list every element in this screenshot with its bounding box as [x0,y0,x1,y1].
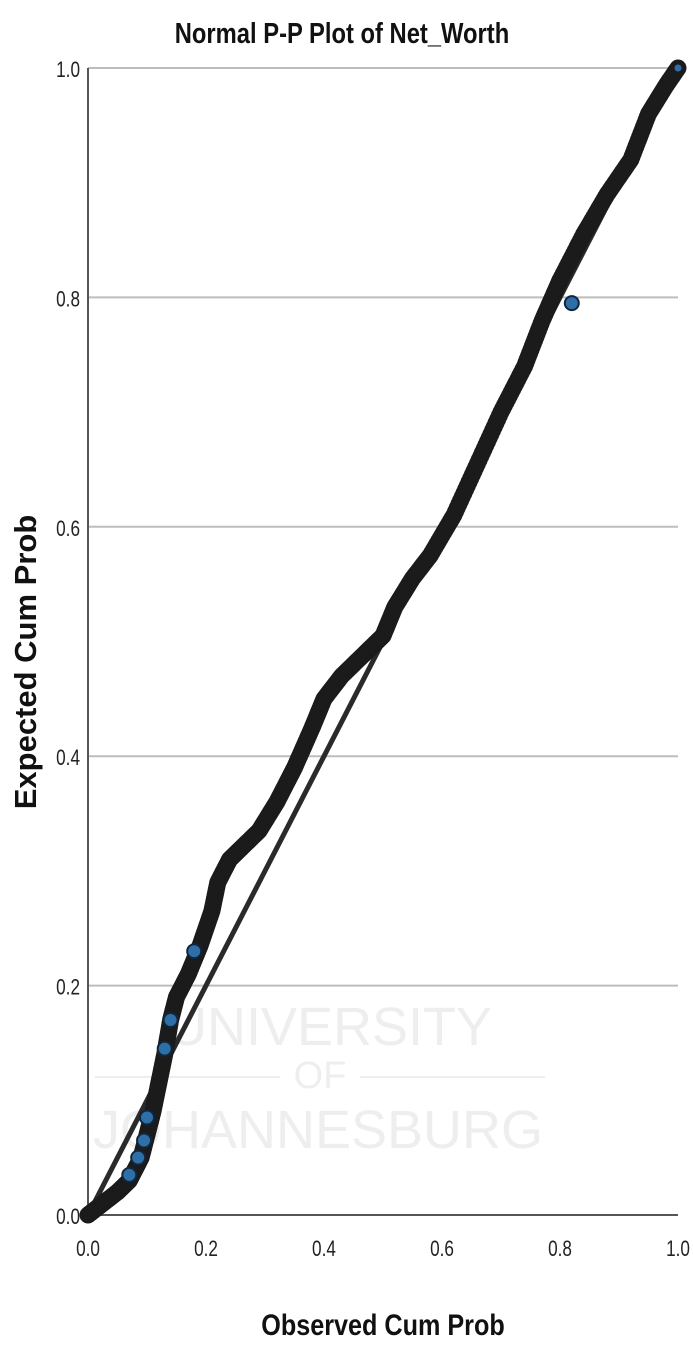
data-point-highlight [136,1132,153,1149]
x-tick-label: 0.4 [312,1237,336,1262]
y-tick-label: 1.0 [56,58,80,83]
data-point [669,59,687,77]
y-tick-label: 0.0 [56,1205,80,1230]
x-tick-label: 1.0 [666,1237,690,1262]
watermark-line-1: UNIVERSITY [168,997,492,1057]
data-point-highlight [162,1012,179,1029]
watermark-line-2: OF [294,1055,347,1097]
x-tick-label: 0.2 [194,1237,218,1262]
y-tick-label: 0.6 [56,517,80,542]
data-point-highlight [121,1166,138,1183]
x-tick-label: 0.8 [548,1237,572,1262]
data-point-highlight [156,1040,173,1057]
gridlines [88,67,678,987]
y-tick-label: 0.4 [56,746,80,771]
data-point-highlight [130,1149,147,1166]
data-point-highlight [563,295,580,312]
watermark-line-3: JOHANNESBURG [93,1100,543,1160]
y-axis-title: Expected Cum Prob [8,515,43,810]
y-tick-label: 0.8 [56,287,80,312]
x-tick-label: 0.6 [430,1237,454,1262]
chart-text: Normal P-P Plot of Net_Worth Observed Cu… [8,17,690,1342]
data-point-highlight [186,943,203,960]
data-point-highlight [139,1109,155,1126]
data-points [79,59,687,1224]
axes [87,68,678,1216]
y-tick-label: 0.2 [56,976,80,1001]
x-axis-title: Observed Cum Prob [261,1308,505,1342]
x-tick-label: 0.0 [76,1237,100,1262]
chart-title: Normal P-P Plot of Net_Worth [175,17,509,50]
